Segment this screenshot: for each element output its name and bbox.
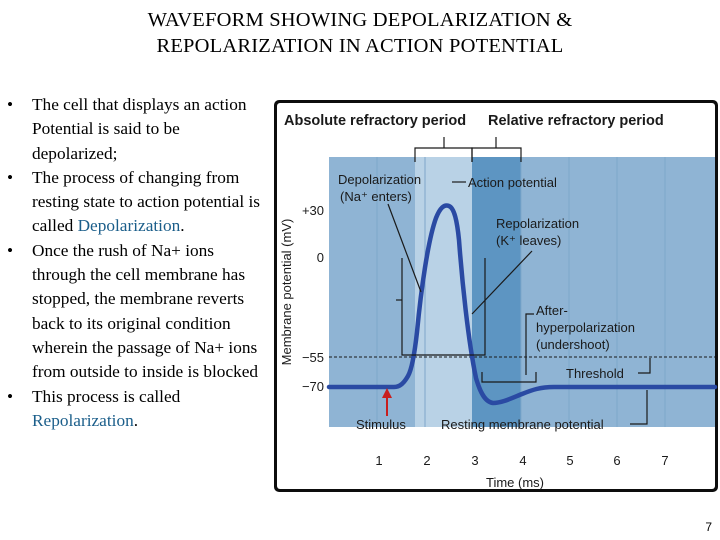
threshold-label: Threshold	[566, 366, 624, 381]
bullet-list: • The cell that displays an action Poten…	[5, 93, 267, 433]
resting-potential-pointer	[630, 390, 648, 425]
after-hyperpolarization-label-2: hyperpolarization	[536, 320, 635, 335]
threshold-pointer	[638, 358, 651, 374]
after-hyperpolarization-bracket	[481, 372, 537, 383]
slide-title: WAVEFORM SHOWING DEPOLARIZATION & REPOLA…	[0, 7, 720, 59]
bullet-period: .	[133, 410, 139, 430]
repolarization-label: Repolarization	[496, 216, 579, 231]
absolute-refractory-label: Absolute refractory period	[284, 113, 466, 129]
bullet-text: The cell that displays an action Potenti…	[32, 95, 247, 163]
y-tick-plus30: +30	[302, 203, 324, 218]
repolarization-sub-label: (K⁺ leaves)	[496, 233, 561, 248]
x-tick-6: 6	[613, 453, 620, 468]
title-line-2: REPOLARIZATION IN ACTION POTENTIAL	[156, 35, 564, 57]
x-tick-1: 1	[375, 453, 382, 468]
bullet-dot-icon: •	[7, 240, 14, 260]
bullet-text: The process of changing from resting sta…	[32, 167, 260, 236]
bullet-dot-icon: •	[7, 386, 14, 406]
bullet-period: .	[180, 216, 185, 236]
depolarization-label: Depolarization	[338, 172, 421, 187]
action-potential-diagram: Absolute refractory period Relative refr…	[274, 100, 718, 492]
term-depolarization: Depolarization	[77, 216, 181, 236]
stimulus-arrow-icon	[382, 388, 392, 398]
relative-refractory-label: Relative refractory period	[488, 113, 664, 129]
term-repolarization: Repolarization	[32, 410, 134, 430]
bullet-dot-icon: •	[7, 167, 14, 187]
stimulus-label: Stimulus	[356, 417, 406, 432]
x-tick-4: 4	[519, 453, 526, 468]
resting-potential-label: Resting membrane potential	[441, 417, 604, 432]
y-axis-label: Membrane potential (mV)	[279, 219, 294, 366]
bullet-item: • Once the rush of Na+ ions through the …	[5, 239, 267, 385]
depolarization-bracket	[401, 258, 486, 356]
after-hyperpolarization-label-3: (undershoot)	[536, 337, 610, 352]
bullet-item: • The cell that displays an action Poten…	[5, 93, 267, 166]
bullet-item: • This process is called Repolarization.	[5, 385, 267, 434]
after-hyperpolarization-pointer	[525, 313, 534, 375]
y-tick-minus70: −70	[302, 379, 324, 394]
bullet-text: This process is called	[32, 386, 181, 406]
after-hyperpolarization-label-1: After-	[536, 303, 568, 318]
action-potential-figure: Absolute refractory period Relative refr…	[274, 100, 718, 492]
title-line-1: WAVEFORM SHOWING DEPOLARIZATION &	[147, 9, 573, 31]
y-tick-0: 0	[317, 250, 324, 265]
bullet-text: Once the rush of Na+ ions through the ce…	[32, 240, 259, 382]
x-tick-2: 2	[423, 453, 430, 468]
depolarization-pointer	[387, 203, 422, 293]
repolarization-pointer	[471, 250, 533, 315]
x-tick-5: 5	[566, 453, 573, 468]
bullet-item: • The process of changing from resting s…	[5, 166, 267, 239]
x-tick-3: 3	[471, 453, 478, 468]
depolarization-sub-label: (Na⁺ enters)	[340, 189, 412, 204]
y-tick-minus55: −55	[302, 350, 324, 365]
page-number: 7	[705, 520, 712, 534]
x-tick-7: 7	[661, 453, 668, 468]
bullet-dot-icon: •	[7, 95, 14, 114]
x-axis-label: Time (ms)	[486, 475, 544, 490]
action-potential-label: Action potential	[468, 175, 557, 190]
